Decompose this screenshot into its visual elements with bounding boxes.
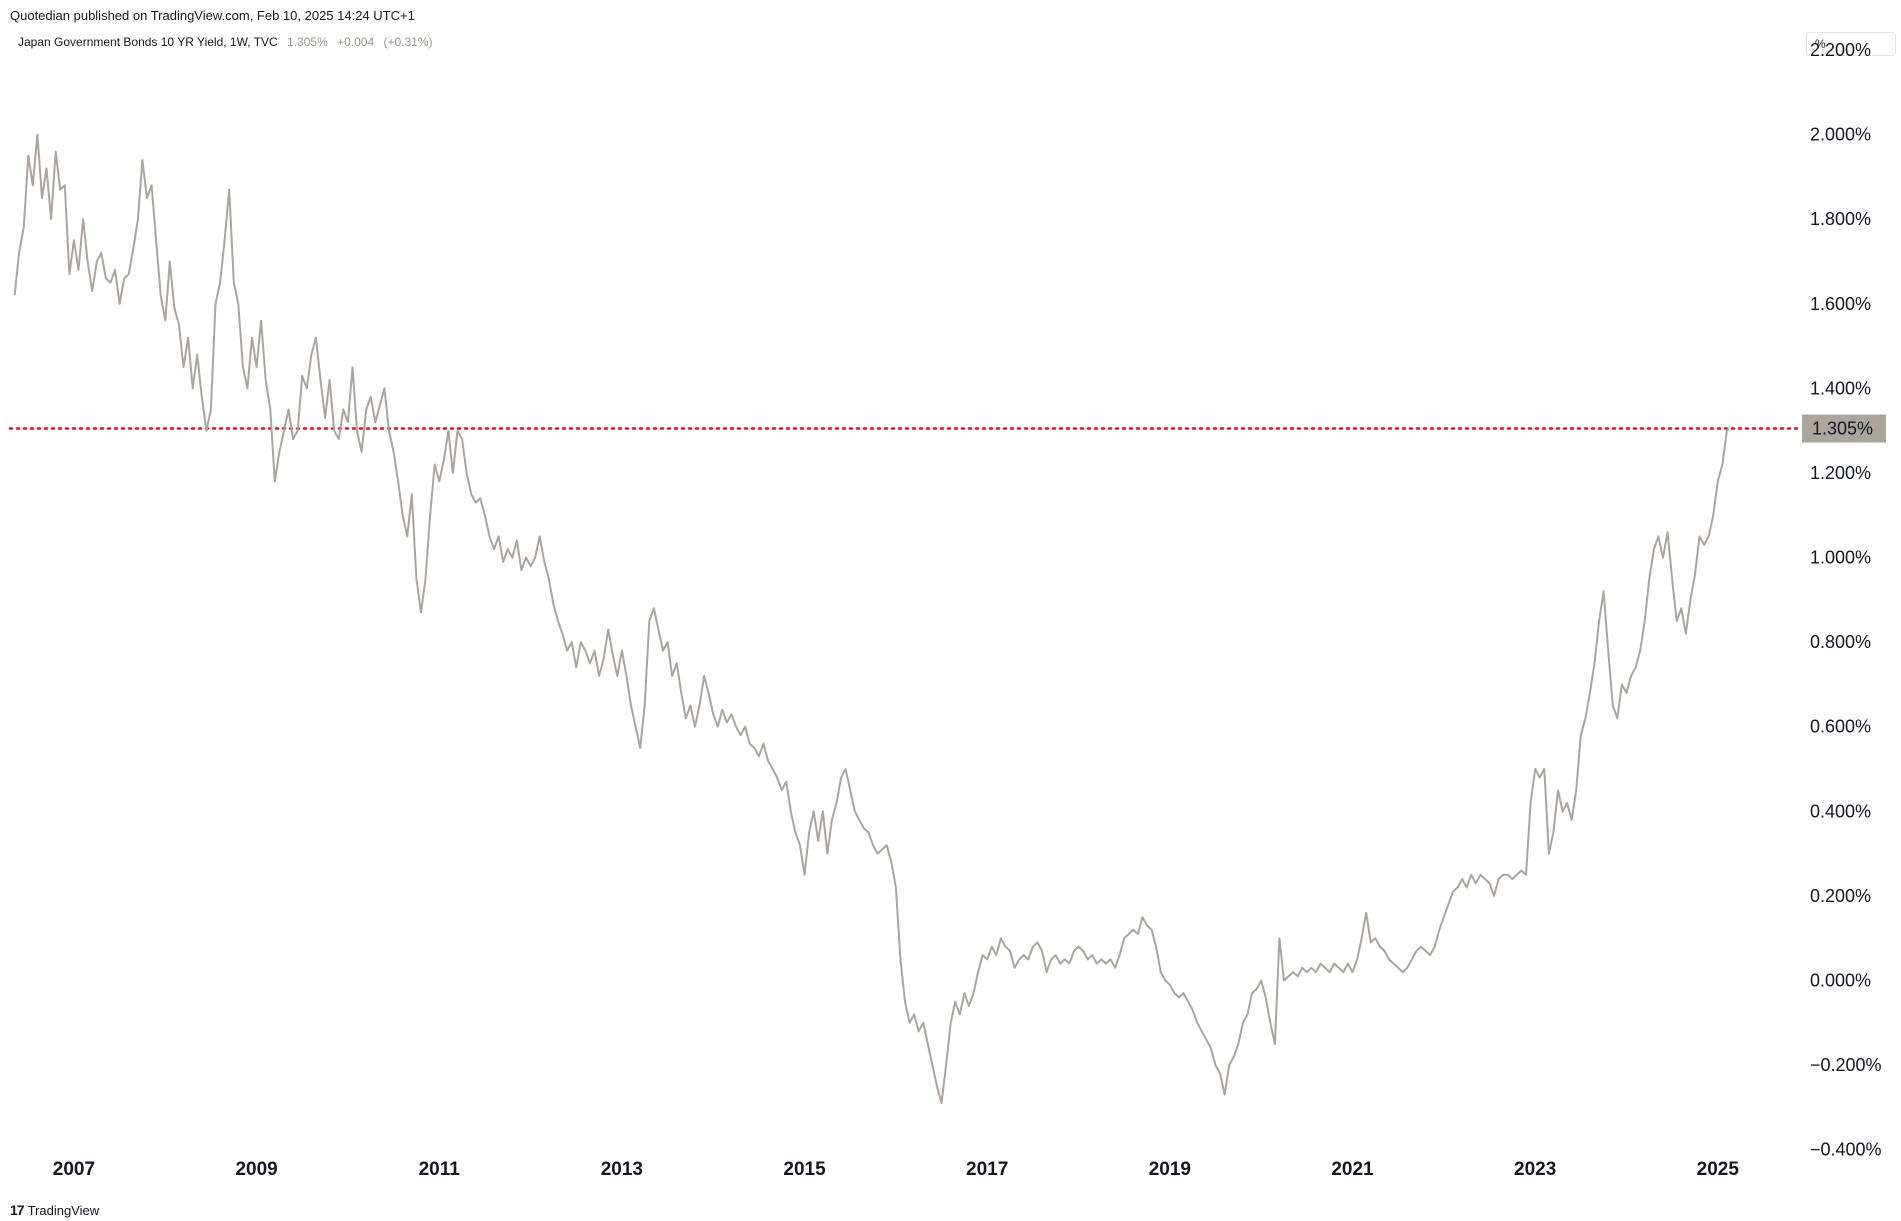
y-tick-label: −0.400% bbox=[1810, 1140, 1882, 1160]
y-tick-label: 1.000% bbox=[1810, 548, 1871, 568]
price-scale-unit-button[interactable]: % bbox=[1806, 32, 1896, 56]
last-price-tag bbox=[1802, 414, 1886, 443]
y-tick-label: 1.800% bbox=[1810, 209, 1871, 229]
x-tick-label: 2007 bbox=[53, 1159, 95, 1180]
y-axis: 2.200% 2.000% 1.800% 1.600% 1.400% 1.200% 1.00… bbox=[1810, 40, 1882, 1160]
y-tick-label: 1.600% bbox=[1810, 294, 1871, 314]
publisher-caption: Quotedian published on TradingView.com, … bbox=[10, 8, 415, 23]
x-tick-label: 2019 bbox=[1149, 1159, 1191, 1180]
x-axis: 2007 2009 2011 2013 2015 2017 2019 2021 2023 2025 bbox=[53, 1159, 1740, 1180]
y-tick-label: 1.200% bbox=[1810, 463, 1871, 483]
x-tick-label: 2009 bbox=[235, 1159, 277, 1180]
series-line bbox=[13, 133, 1730, 1105]
x-tick-label: 2017 bbox=[966, 1159, 1008, 1180]
tradingview-logo-text: TradingView bbox=[27, 1202, 100, 1218]
y-tick-label: −0.200% bbox=[1810, 1055, 1882, 1075]
chart-legend: Japan Government Bonds 10 YR Yield, 1W, … bbox=[18, 35, 433, 49]
x-tick-label: 2021 bbox=[1331, 1159, 1374, 1180]
tradingview-logo[interactable]: 17 TradingView bbox=[10, 1202, 99, 1218]
x-tick-label: 2011 bbox=[419, 1159, 461, 1180]
y-tick-label: 0.000% bbox=[1810, 971, 1871, 991]
y-tick-label: 2.000% bbox=[1810, 125, 1871, 145]
x-tick-label: 2025 bbox=[1697, 1159, 1740, 1180]
y-tick-label: 0.400% bbox=[1810, 801, 1871, 821]
tradingview-logo-icon: 17 bbox=[10, 1202, 25, 1218]
price-tag-group: 1.305% bbox=[1802, 414, 1886, 443]
x-tick-label: 2023 bbox=[1514, 1159, 1556, 1180]
y-tick-label: 0.800% bbox=[1810, 632, 1871, 652]
last-price-tag-label: 1.305% bbox=[1812, 419, 1873, 439]
legend-last-value: 1.305% bbox=[287, 35, 328, 49]
x-tick-label: 2013 bbox=[601, 1159, 643, 1180]
x-tick-label: 2015 bbox=[783, 1159, 826, 1180]
y-tick-label: 0.600% bbox=[1810, 717, 1871, 737]
legend-title: Japan Government Bonds 10 YR Yield, 1W, … bbox=[18, 35, 278, 49]
y-tick-label: 1.400% bbox=[1810, 378, 1871, 398]
y-tick-label: 0.200% bbox=[1810, 886, 1871, 906]
y-tick-label: 2.200% bbox=[1810, 40, 1871, 60]
series-group bbox=[13, 133, 1730, 1105]
legend-change: +0.004 bbox=[337, 35, 375, 49]
legend-change-pct: (+0.31%) bbox=[383, 35, 433, 49]
